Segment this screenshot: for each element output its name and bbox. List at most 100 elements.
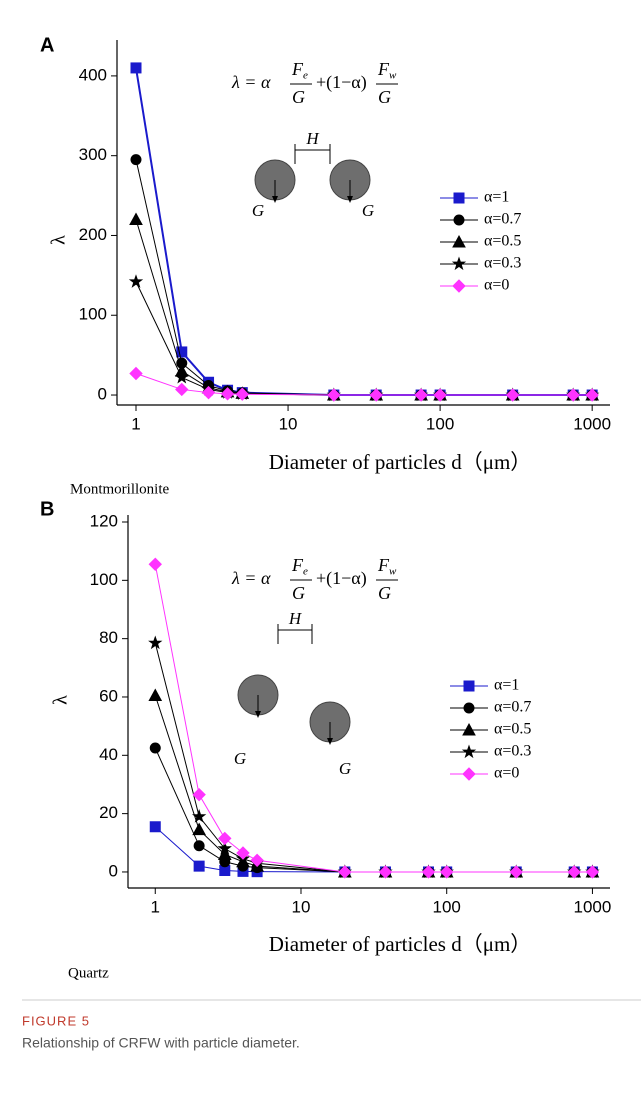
y-tick-label: 0 bbox=[98, 385, 107, 404]
formula: λ = α bbox=[231, 72, 271, 92]
legend-marker bbox=[463, 680, 475, 692]
marker bbox=[509, 865, 523, 879]
formula: +(1−α) bbox=[316, 568, 367, 589]
legend-label: α=0 bbox=[484, 277, 509, 294]
marker bbox=[129, 366, 143, 381]
marker bbox=[566, 388, 580, 402]
legend-marker bbox=[461, 744, 477, 759]
legend-marker bbox=[453, 192, 465, 204]
arrow-head bbox=[255, 711, 261, 718]
diagram-label: G bbox=[234, 749, 246, 768]
diagram-label: G bbox=[362, 201, 374, 220]
legend-label: α=1 bbox=[494, 677, 519, 694]
marker bbox=[440, 865, 454, 879]
formula: G bbox=[292, 87, 305, 107]
legend-marker bbox=[462, 767, 476, 781]
legend-marker bbox=[451, 256, 467, 271]
formula: F bbox=[291, 555, 304, 575]
diagram-label: H bbox=[305, 129, 320, 148]
marker bbox=[192, 822, 206, 836]
marker bbox=[378, 865, 393, 879]
x-tick-label: 1 bbox=[131, 414, 140, 433]
marker bbox=[505, 388, 520, 402]
marker bbox=[220, 387, 235, 401]
marker bbox=[148, 635, 163, 650]
marker bbox=[414, 388, 428, 402]
marker bbox=[235, 387, 249, 401]
figure-label: FIGURE 5 bbox=[22, 1013, 90, 1028]
marker bbox=[149, 742, 161, 754]
legend-label: α=0.3 bbox=[494, 743, 531, 760]
y-tick-label: 60 bbox=[99, 686, 118, 705]
arrow-head bbox=[347, 196, 353, 203]
y-tick-label: 120 bbox=[90, 511, 118, 530]
panel-label: B bbox=[40, 498, 54, 520]
y-tick-label: 80 bbox=[99, 628, 118, 647]
y-axis-label: λ bbox=[50, 695, 72, 705]
x-axis-label: Diameter of particles d（μm） bbox=[269, 450, 532, 474]
formula: e bbox=[303, 70, 308, 82]
formula: F bbox=[291, 59, 304, 79]
legend-label: α=0.3 bbox=[484, 255, 521, 272]
marker bbox=[174, 369, 189, 384]
marker bbox=[176, 346, 188, 358]
legend-label: α=0.5 bbox=[484, 233, 521, 250]
legend-label: α=0 bbox=[494, 765, 519, 782]
marker bbox=[217, 841, 232, 855]
legend-label: α=0.7 bbox=[494, 699, 531, 716]
arrow-head bbox=[272, 196, 278, 203]
marker bbox=[327, 388, 341, 402]
y-tick-label: 200 bbox=[79, 225, 107, 244]
marker bbox=[567, 865, 581, 879]
marker bbox=[585, 865, 600, 879]
x-axis-label: Diameter of particles d（μm） bbox=[269, 932, 532, 956]
marker bbox=[149, 821, 161, 833]
marker bbox=[130, 154, 142, 166]
series-line bbox=[135, 67, 593, 397]
formula: e bbox=[303, 566, 308, 578]
y-axis-label: λ bbox=[48, 235, 70, 245]
formula: G bbox=[378, 583, 391, 603]
x-tick-label: 100 bbox=[433, 897, 461, 916]
formula: λ = α bbox=[231, 568, 271, 588]
marker bbox=[218, 831, 232, 846]
panel-label: A bbox=[40, 34, 54, 56]
x-tick-label: 10 bbox=[279, 414, 298, 433]
marker bbox=[236, 846, 250, 860]
marker bbox=[148, 557, 162, 571]
formula: G bbox=[292, 583, 305, 603]
y-tick-label: 100 bbox=[79, 305, 107, 324]
marker bbox=[338, 865, 352, 879]
marker bbox=[130, 62, 142, 74]
y-tick-label: 400 bbox=[79, 65, 107, 84]
formula: G bbox=[378, 87, 391, 107]
marker bbox=[217, 847, 232, 860]
marker bbox=[175, 382, 189, 397]
marker bbox=[191, 809, 207, 823]
y-tick-label: 100 bbox=[90, 570, 118, 589]
y-tick-label: 40 bbox=[99, 745, 118, 764]
legend-label: α=1 bbox=[484, 189, 509, 206]
series-line bbox=[154, 564, 593, 873]
legend-marker bbox=[462, 722, 476, 736]
legend-marker bbox=[452, 279, 466, 293]
marker bbox=[129, 212, 143, 226]
panel-caption: Montmorillonite bbox=[70, 481, 170, 497]
marker bbox=[421, 865, 436, 879]
formula: F bbox=[377, 555, 390, 575]
series-line bbox=[135, 219, 593, 396]
legend-marker bbox=[452, 234, 466, 248]
legend-marker bbox=[463, 702, 475, 714]
marker bbox=[433, 388, 447, 402]
marker bbox=[193, 840, 205, 852]
formula: w bbox=[389, 70, 397, 82]
series-line bbox=[135, 159, 593, 396]
marker bbox=[192, 787, 206, 802]
formula: F bbox=[377, 59, 390, 79]
legend-label: α=0.5 bbox=[494, 721, 531, 738]
marker bbox=[193, 860, 205, 872]
diagram-label: H bbox=[288, 609, 303, 628]
panel-caption: Quartz bbox=[68, 965, 109, 981]
